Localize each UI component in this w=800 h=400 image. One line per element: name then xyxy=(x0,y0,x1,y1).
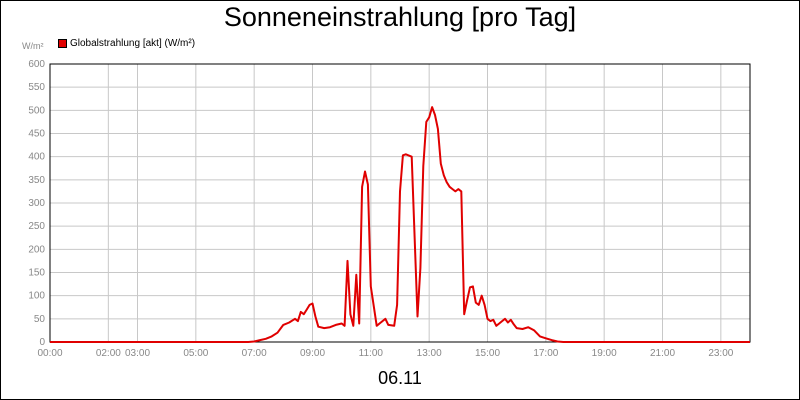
y-tick-label: 150 xyxy=(28,268,45,279)
x-tick-label: 03:00 xyxy=(125,348,150,359)
y-tick-label: 600 xyxy=(28,59,45,70)
x-tick-label: 13:00 xyxy=(417,348,442,359)
x-tick-label: 11:00 xyxy=(359,348,384,359)
y-tick-label: 450 xyxy=(28,129,45,140)
x-tick-label: 17:00 xyxy=(533,348,558,359)
y-tick-label: 300 xyxy=(28,198,45,209)
x-tick-label: 19:00 xyxy=(592,348,617,359)
x-tick-label: 23:00 xyxy=(708,348,733,359)
x-tick-label: 02:00 xyxy=(96,348,121,359)
y-tick-label: 200 xyxy=(28,244,45,255)
chart-title: Sonneneinstrahlung [pro Tag] xyxy=(223,2,577,32)
y-tick-label: 0 xyxy=(39,337,45,348)
plot-border xyxy=(49,63,751,343)
x-tick-label: 15:00 xyxy=(475,348,500,359)
x-tick-label: 09:00 xyxy=(300,348,325,359)
y-tick-label: 350 xyxy=(28,175,45,186)
y-tick-label: 250 xyxy=(28,221,45,232)
y-tick-label: 550 xyxy=(28,82,45,93)
legend-swatch xyxy=(58,39,67,48)
y-tick-label: 50 xyxy=(34,314,46,325)
x-tick-label: 07:00 xyxy=(242,348,267,359)
x-tick-label: 21:00 xyxy=(650,348,675,359)
x-tick-label: 05:00 xyxy=(183,348,208,359)
series-line xyxy=(50,106,750,343)
x-axis-title: 06.11 xyxy=(378,368,422,388)
x-tick-label: 00:00 xyxy=(37,348,62,359)
legend-label: Globalstrahlung [akt] (W/m²) xyxy=(70,38,196,49)
y-tick-label: 500 xyxy=(28,105,45,116)
y-axis-unit: W/m² xyxy=(22,41,44,51)
y-tick-label: 100 xyxy=(28,291,45,302)
y-tick-label: 400 xyxy=(28,152,45,163)
legend: Globalstrahlung [akt] (W/m²) xyxy=(58,38,195,49)
